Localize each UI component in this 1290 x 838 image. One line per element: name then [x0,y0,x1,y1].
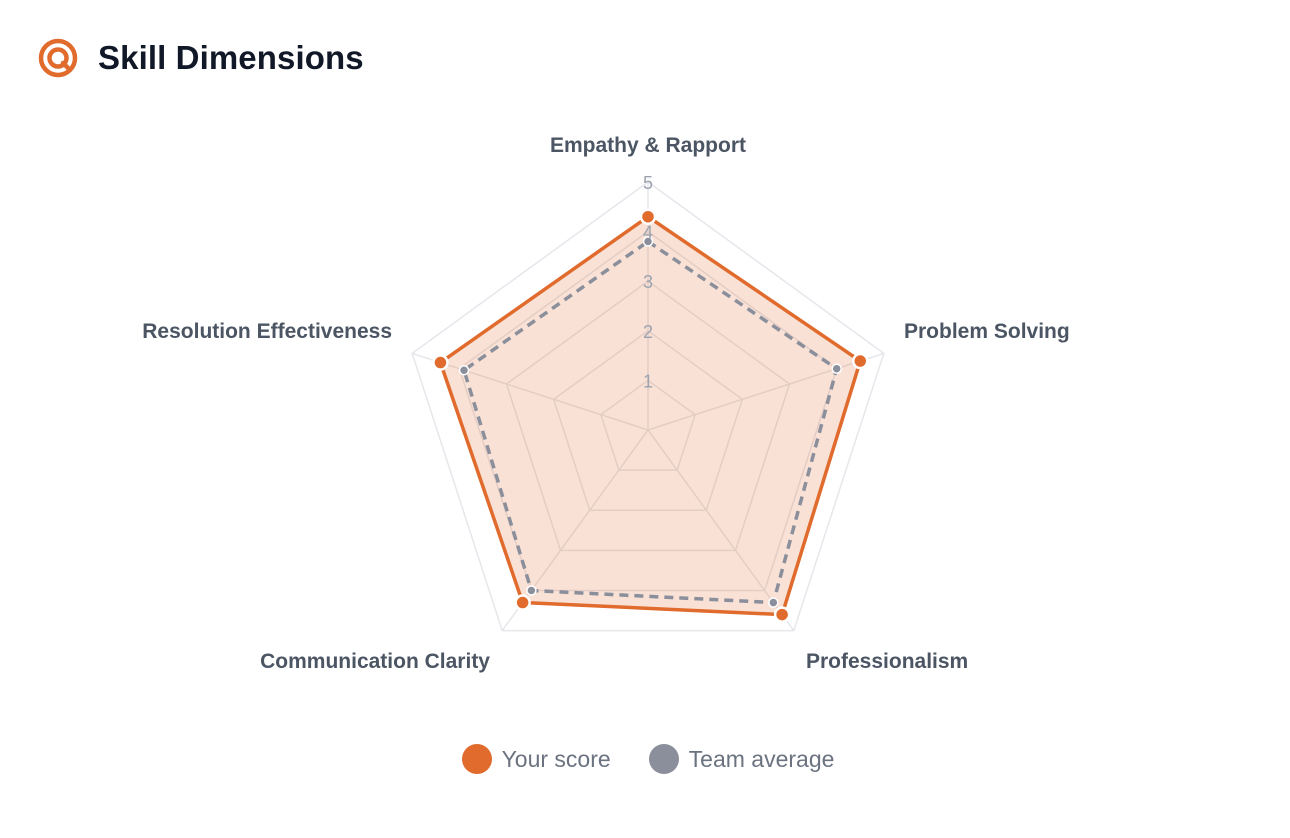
grid-spoke [647,429,795,632]
grid-ring-2 [552,329,744,512]
grid-ring-1 [599,379,697,471]
series-area-your-score [440,216,861,615]
target-icon [38,38,78,78]
grid-spoke [411,352,649,431]
page-title: Skill Dimensions [98,39,364,76]
chart-header: Skill Dimensions [38,36,364,80]
legend-item[interactable]: Team average [648,744,835,774]
data-point-your-score [852,352,869,370]
tick-label: 1 [643,371,653,391]
tick-label: 4 [643,223,653,243]
axis-label: Resolution Effectiveness [142,320,392,343]
legend-label: Team average [688,745,835,772]
legend-swatch [461,744,492,774]
radar-axis-labels: Empathy & Rapport Problem Solving Professi… [142,134,1069,673]
data-point-team-average [458,364,470,376]
data-point-your-score [432,354,449,371]
series-line-your-score [438,214,863,617]
tick-label: 2 [643,322,653,342]
tick-label: 3 [643,272,653,292]
chart-legend: Your score Team average [0,744,1290,774]
data-point-your-score [773,606,791,623]
data-point-your-score [514,594,531,611]
grid-ring-5 [411,181,885,632]
legend-item[interactable]: Your score [461,744,611,774]
data-point-team-average [768,597,779,608]
grid-ring-3 [505,280,791,552]
axis-label: Problem Solving [904,320,1070,343]
legend-swatch [648,744,679,774]
radar-ticks: 1 2 3 4 5 [643,173,653,391]
axis-label: Empathy & Rapport [550,134,746,157]
tick-label: 5 [643,173,653,193]
data-point-team-average [642,236,654,247]
grid-spoke [647,352,885,431]
radar-series [432,208,869,623]
axis-label: Professionalism [806,650,968,673]
data-point-team-average [831,363,842,374]
data-point-team-average [526,585,537,596]
legend-label: Your score [501,745,611,772]
data-point-your-score [639,208,657,225]
series-line-team-average [462,239,839,605]
axis-label: Communication Clarity [260,650,490,673]
